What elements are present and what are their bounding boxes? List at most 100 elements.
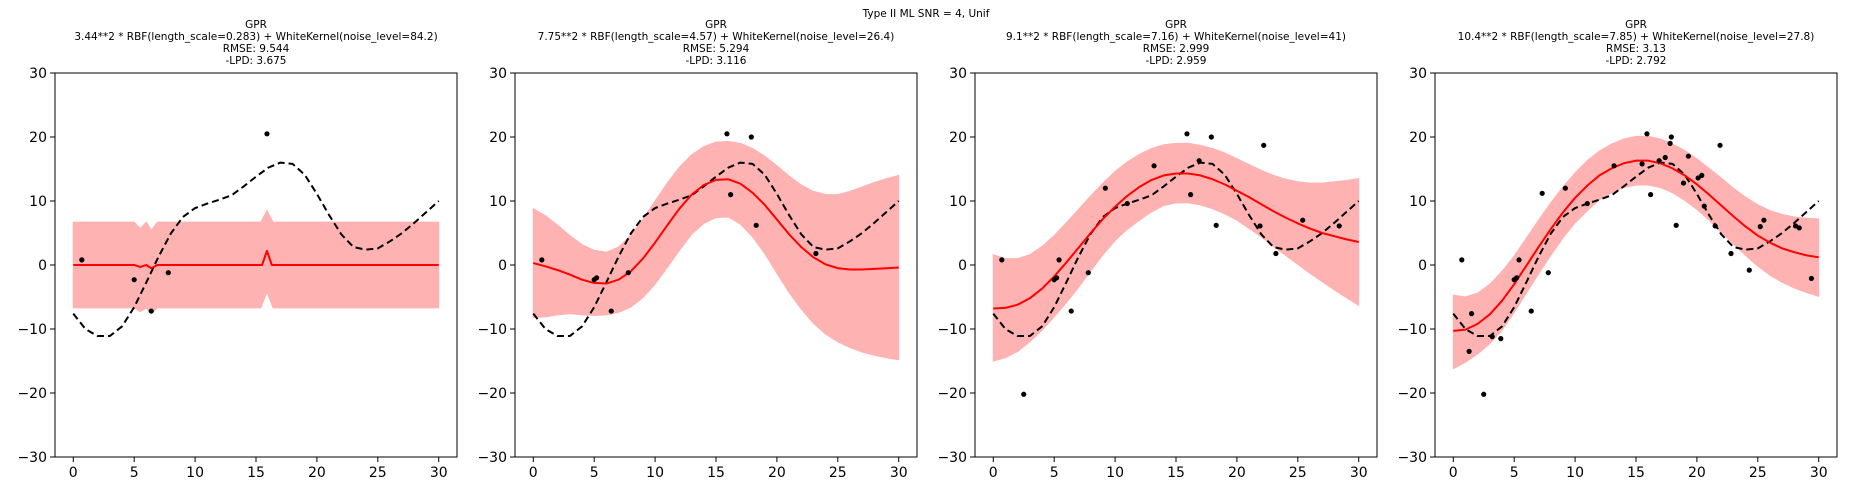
subplot-title-line: 9.1**2 * RBF(length_scale=7.16) + WhiteK…: [1006, 31, 1346, 43]
x-tick-label: 30: [430, 465, 448, 481]
observation-point: [1459, 257, 1465, 263]
y-tick-label: 20: [949, 130, 967, 146]
observation-point: [1673, 222, 1679, 228]
gp-mean-line: [533, 178, 899, 285]
observation-point: [1757, 224, 1763, 230]
x-tick-label: 15: [707, 465, 725, 481]
y-tick-label: −20: [937, 386, 967, 402]
observation-point: [1068, 308, 1074, 314]
y-tick-label: 20: [489, 130, 507, 146]
y-tick-label: 10: [1409, 194, 1427, 210]
observation-point: [748, 134, 754, 140]
confidence-band: [992, 142, 1360, 362]
observation-point: [1668, 134, 1674, 140]
observation-point: [1639, 161, 1645, 167]
x-axis: 0 5 10 15 20 25 30: [69, 457, 448, 481]
observation-point: [724, 131, 730, 137]
y-tick-label: 10: [29, 194, 47, 210]
observation-point: [1489, 334, 1495, 340]
x-tick-label: 30: [890, 465, 908, 481]
observation-point: [1539, 190, 1545, 196]
x-tick-label: 25: [829, 465, 847, 481]
y-axis: −30 −20 −10 0 10 20 30: [17, 66, 55, 466]
observation-point: [1468, 311, 1475, 317]
subplot-title-line: -LPD: 2.959: [1146, 55, 1207, 67]
observation-point: [608, 308, 614, 314]
x-tick-label: 10: [186, 465, 204, 481]
y-tick-label: −20: [1397, 386, 1427, 402]
x-tick-label: 20: [308, 465, 326, 481]
x-tick-label: 30: [1810, 465, 1828, 481]
observation-point: [1656, 158, 1662, 164]
figure-suptitle: Type II ML SNR = 4, Unif: [862, 8, 990, 20]
y-tick-label: −20: [17, 386, 47, 402]
observation-point: [1124, 200, 1130, 207]
observation-point: [1680, 180, 1687, 186]
plot-area: [1452, 131, 1820, 397]
observation-point: [1261, 142, 1267, 148]
x-tick-label: 25: [369, 465, 387, 481]
observation-point: [1481, 391, 1487, 397]
y-tick-label: 30: [489, 66, 507, 82]
subplot-title-line: RMSE: 3.13: [1606, 43, 1666, 55]
observation-point: [1102, 185, 1108, 191]
x-axis: 0 5 10 15 20 25 30: [1449, 457, 1828, 481]
observation-point: [1644, 131, 1650, 137]
x-tick-label: 5: [590, 465, 599, 481]
subplot-title-line: -LPD: 3.116: [686, 55, 747, 67]
observation-point: [594, 275, 600, 281]
x-tick-label: 30: [1350, 465, 1368, 481]
y-tick-label: 30: [29, 66, 47, 82]
y-tick-label: −20: [477, 386, 507, 402]
observation-point: [131, 277, 137, 283]
y-tick-label: 0: [1418, 258, 1427, 274]
gp-mean-line: [73, 249, 439, 270]
observation-point: [728, 192, 734, 198]
observation-point: [813, 250, 819, 257]
true-function-line: [1452, 161, 1820, 338]
y-tick-label: −10: [937, 322, 967, 338]
plot-area: [532, 131, 900, 361]
observation-point: [1717, 142, 1723, 148]
subplot-title-line: 3.44**2 * RBF(length_scale=0.283) + Whit…: [74, 31, 437, 43]
observation-point: [539, 257, 545, 263]
true-function-line: [72, 161, 440, 338]
plot-area: [992, 131, 1360, 397]
y-tick-label: 0: [38, 258, 47, 274]
observation-point: [1685, 153, 1691, 159]
y-tick-label: 0: [498, 258, 507, 274]
observation-point: [165, 270, 171, 276]
x-tick-label: 10: [1566, 465, 1584, 481]
observation-point: [1695, 175, 1701, 181]
x-tick-label: 20: [1688, 465, 1706, 481]
observation-point: [1208, 134, 1214, 140]
observation-point: [1808, 275, 1815, 282]
observation-point: [1021, 391, 1027, 397]
observation-point: [1662, 154, 1668, 161]
x-tick-label: 0: [989, 465, 998, 481]
subplot-title-line: RMSE: 5.294: [683, 43, 750, 55]
plot-area: [72, 131, 440, 338]
subplot-title-line: 7.75**2 * RBF(length_scale=4.57) + White…: [538, 31, 895, 43]
observation-point: [1701, 203, 1707, 209]
subplot-title-line: RMSE: 2.999: [1143, 43, 1210, 55]
y-tick-label: 20: [1409, 130, 1427, 146]
y-axis: −30 −20 −10 0 10 20 30: [937, 66, 975, 466]
observation-point: [1746, 267, 1752, 273]
observation-point: [1516, 257, 1522, 263]
observation-point: [625, 270, 631, 276]
x-tick-label: 25: [1289, 465, 1307, 481]
observation-point: [1761, 217, 1767, 223]
observation-point: [1188, 192, 1194, 198]
x-tick-label: 15: [1167, 465, 1185, 481]
observation-point: [1336, 223, 1342, 229]
y-tick-label: 20: [29, 130, 47, 146]
observation-point: [1054, 275, 1060, 281]
subplot-title-line: RMSE: 9.544: [223, 43, 290, 55]
true-function-line: [532, 161, 900, 338]
x-tick-label: 15: [247, 465, 265, 481]
subplot-title-line: GPR: [1165, 19, 1187, 31]
observation-point: [1648, 192, 1654, 198]
